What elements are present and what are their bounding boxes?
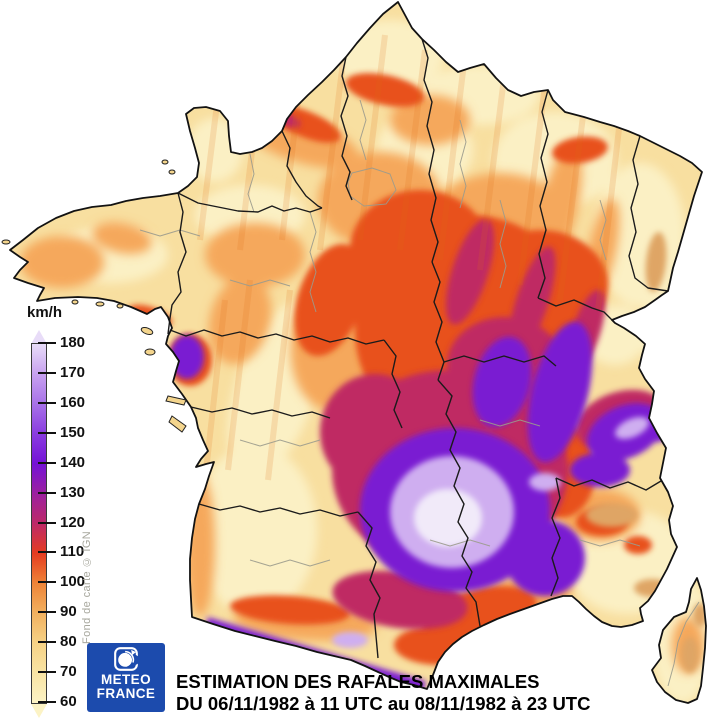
legend-tick-label: 80 (60, 633, 77, 651)
legend-tick-line (38, 581, 56, 584)
legend-tick-label: 150 (60, 423, 86, 441)
legend-tick-line (38, 401, 56, 404)
legend-tick-label: 170 (60, 364, 86, 382)
legend-tick-label: 90 (60, 603, 77, 621)
legend-tick-label: 70 (60, 663, 77, 681)
legend-tick-line (38, 461, 56, 464)
white-core (414, 489, 482, 547)
legend-tick-label: 140 (60, 453, 86, 471)
legend-tick-line (38, 342, 56, 344)
legend-tick-label: 60 (60, 693, 77, 711)
legend-tick-line (38, 701, 56, 703)
legend-tick-label: 110 (60, 543, 85, 561)
legend-tick-line (38, 491, 56, 494)
map-title: ESTIMATION DES RAFALES MAXIMALES (176, 671, 540, 692)
legend-tick-line (38, 551, 56, 554)
coastline (1, 1, 707, 704)
legend: km/h 180 170 160 150 140 130 120 110 100 90 80 70 60 (0, 300, 100, 724)
legend-arrow-bottom (31, 704, 47, 718)
meteo-france-sphere-icon (114, 647, 139, 671)
map-title-block: ESTIMATION DES RAFALES MAXIMALES DU 06/1… (176, 671, 590, 715)
legend-arrow-top (31, 330, 47, 344)
legend-tick-line (38, 431, 56, 434)
legend-bar (31, 343, 47, 704)
legend-tick-label: 120 (60, 513, 86, 531)
legend-tick-label: 160 (60, 393, 86, 411)
legend-tick-line (38, 521, 56, 524)
map-subtitle: DU 06/11/1982 à 11 UTC au 08/11/1982 à 2… (176, 693, 591, 714)
tan-patches (586, 232, 706, 673)
logo-text-meteo: METEO (100, 672, 151, 687)
legend-tick-label: 130 (60, 483, 86, 501)
legend-unit-label: km/h (27, 304, 63, 321)
legend-tick-line (38, 371, 56, 374)
region-borders (167, 38, 669, 659)
logo-text-france: FRANCE (96, 686, 156, 701)
legend-tick-line (38, 611, 56, 614)
legend-tick-line (38, 671, 56, 674)
legend-tick-label: 100 (60, 573, 86, 591)
legend-tick-line (38, 641, 56, 644)
legend-tick-label: 180 (60, 334, 86, 352)
islands (1, 159, 187, 433)
department-borders (139, 99, 700, 687)
ign-attribution: Fond de carte © IGN (81, 530, 93, 644)
meteo-france-logo: METEO FRANCE (87, 643, 165, 712)
